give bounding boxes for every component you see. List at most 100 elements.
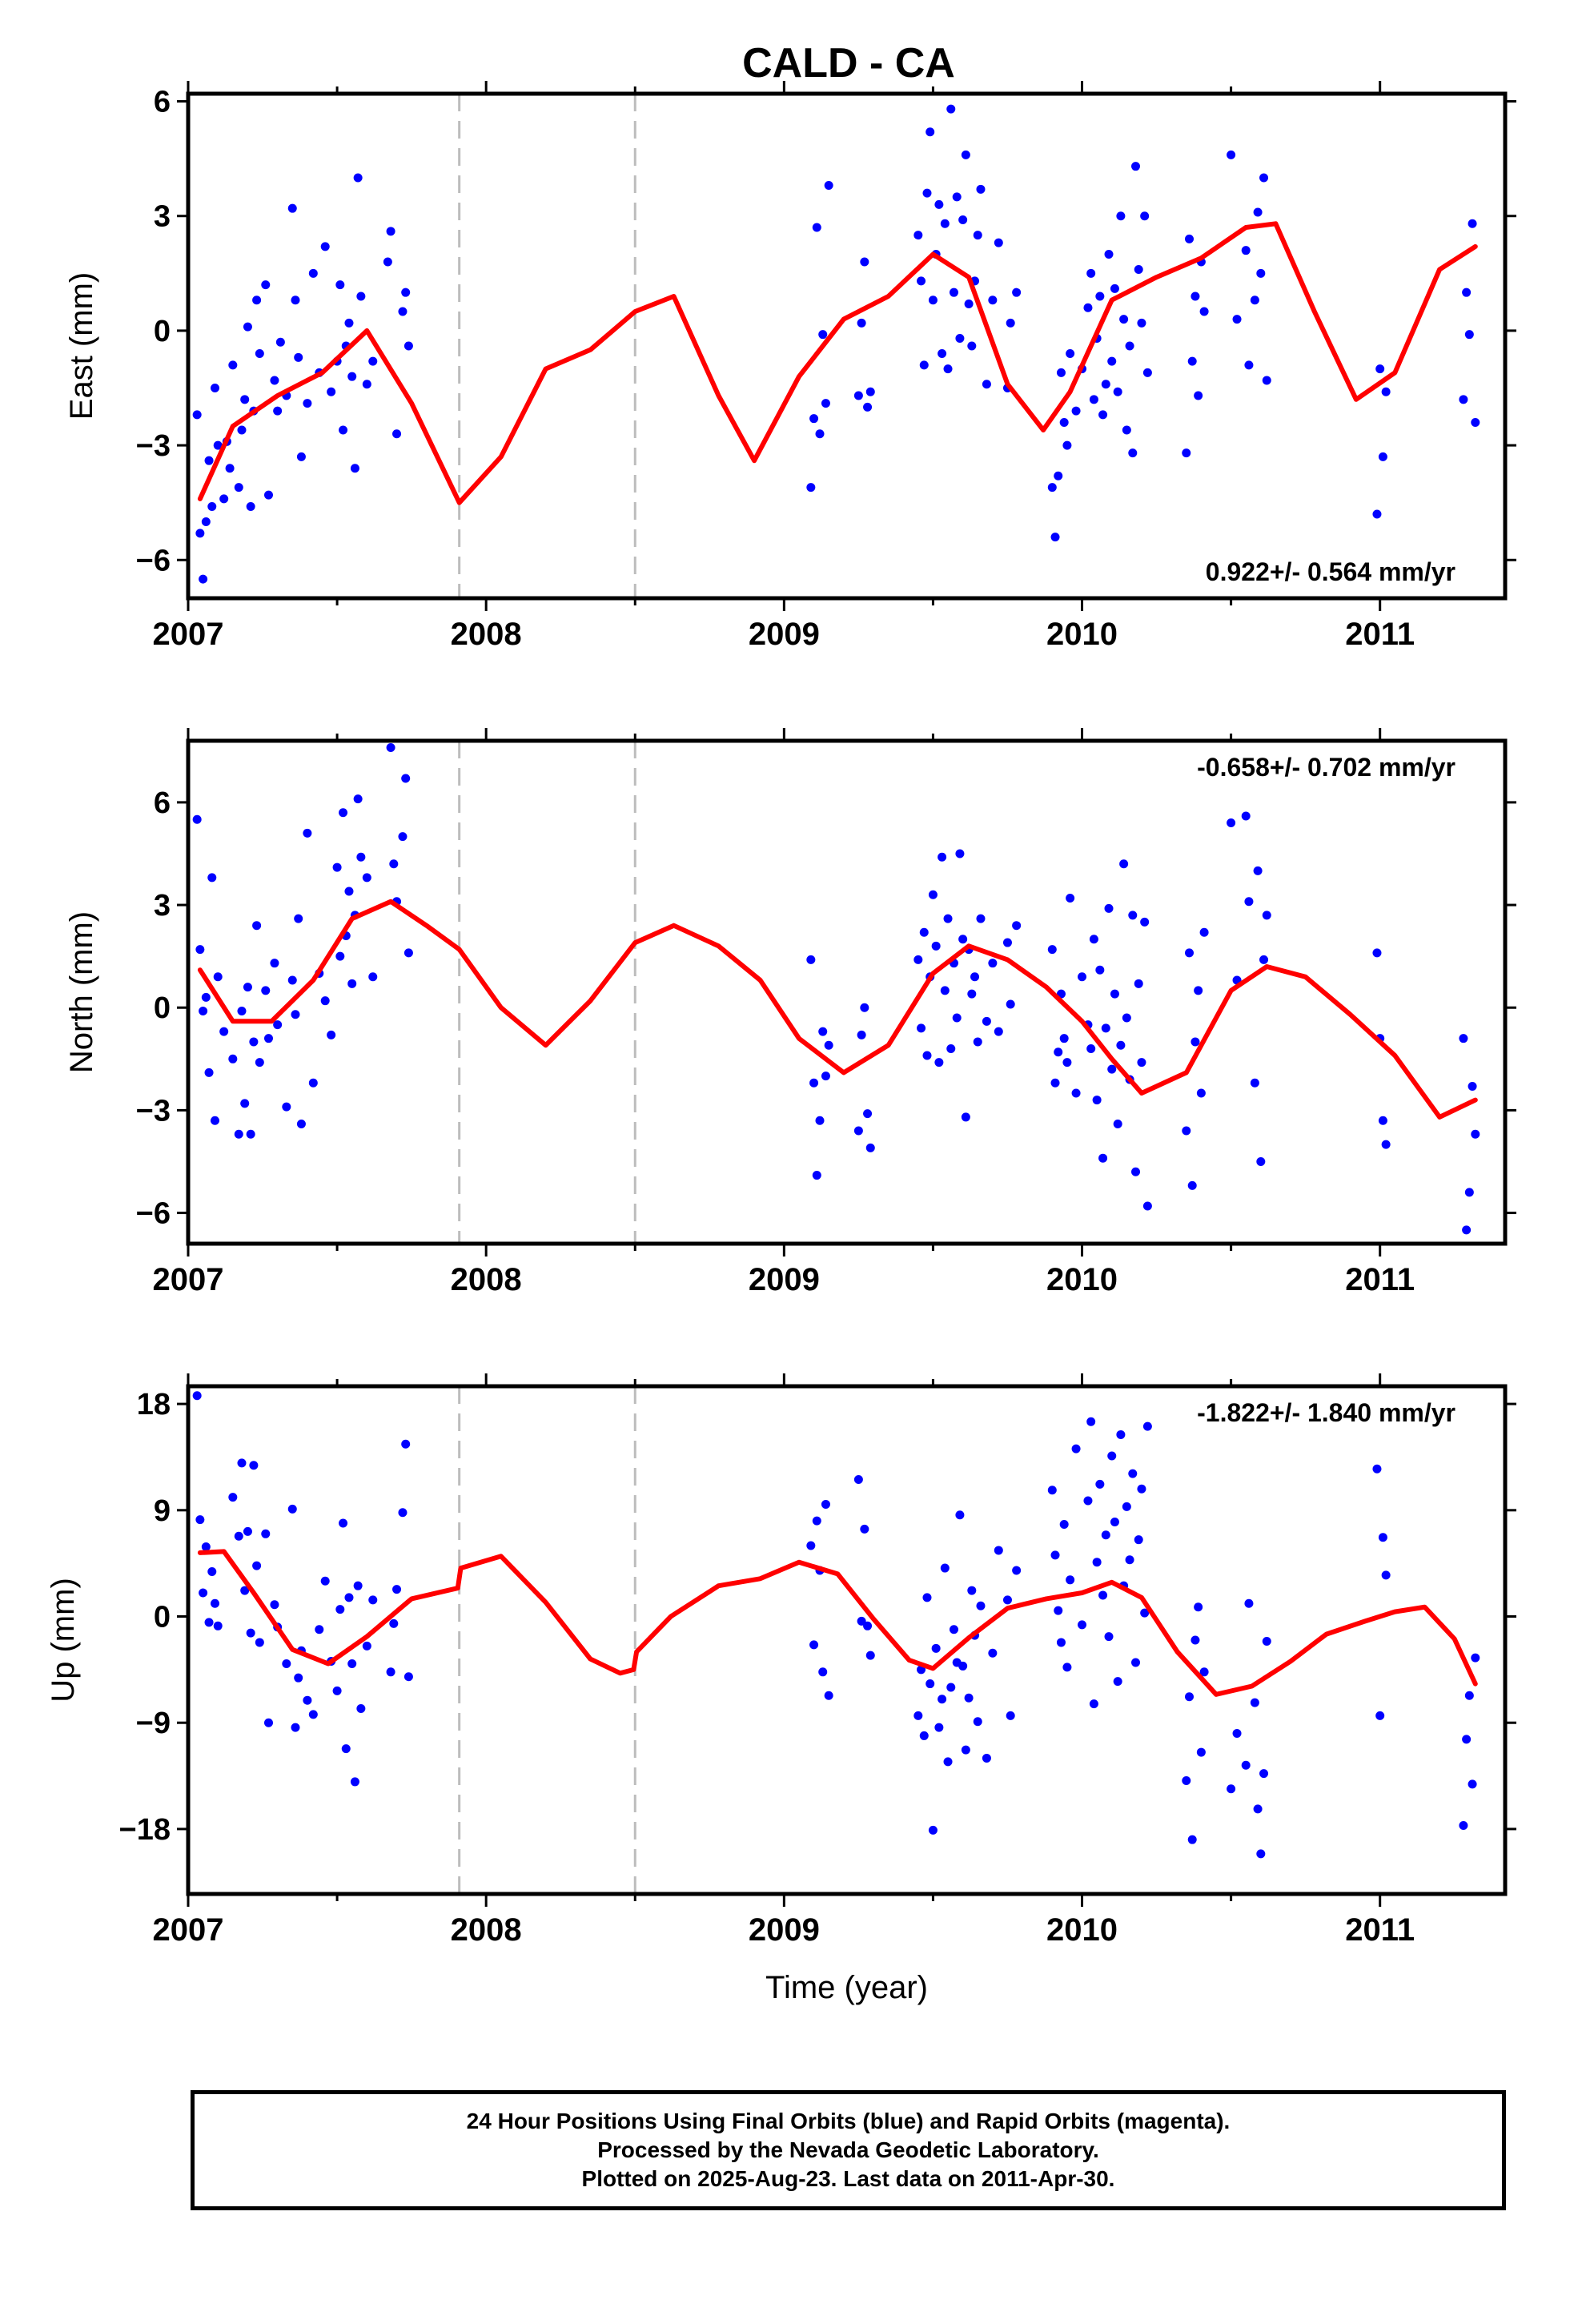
data-point <box>1199 307 1209 316</box>
data-point <box>344 1593 354 1602</box>
data-point <box>976 914 986 923</box>
data-point <box>1196 1747 1206 1757</box>
data-point <box>1227 150 1236 159</box>
x-tick-label: 2008 <box>451 1912 522 1948</box>
data-point <box>270 1600 279 1610</box>
panel-2: −6 −3 0 3 6 2007 2008 2009 2010 2011 North (mm) -0.… <box>64 728 1516 1297</box>
data-point <box>320 996 330 1006</box>
data-point <box>1071 1444 1081 1454</box>
footer-info-box: 24 Hour Positions Using Final Orbits (bl… <box>191 2090 1506 2210</box>
y-axis-label: Up (mm) <box>46 1578 81 1703</box>
data-point <box>287 203 297 213</box>
data-point <box>1227 1784 1236 1794</box>
data-point <box>368 1595 378 1605</box>
data-point <box>934 199 944 209</box>
data-point <box>389 1618 399 1628</box>
data-point <box>1095 292 1105 301</box>
plot-frame <box>186 91 1508 601</box>
data-point <box>1199 1667 1209 1677</box>
data-point <box>821 1072 830 1081</box>
data-point <box>1098 410 1108 420</box>
data-point <box>860 1003 869 1012</box>
rate-annotation: 0.922+/- 0.564 mm/yr <box>1206 557 1456 586</box>
data-point <box>213 1621 223 1630</box>
data-point <box>261 1529 271 1538</box>
data-point <box>362 380 371 389</box>
data-point <box>243 983 252 992</box>
plot-frame <box>186 738 1508 1246</box>
data-point <box>1116 1040 1126 1050</box>
data-point <box>958 215 968 224</box>
data-point <box>308 268 318 278</box>
data-point <box>940 219 950 228</box>
data-point <box>982 1016 991 1026</box>
data-point <box>1244 1598 1254 1608</box>
data-point <box>1378 452 1387 461</box>
y-axis-label: North (mm) <box>64 911 99 1073</box>
data-point <box>1381 1140 1391 1149</box>
x-tick-label: 2007 <box>153 1262 224 1297</box>
data-point <box>1372 509 1382 519</box>
data-point <box>353 173 363 183</box>
data-point <box>240 395 250 404</box>
data-point <box>368 356 378 366</box>
data-point <box>1066 1575 1075 1585</box>
data-point <box>964 300 974 308</box>
data-point <box>1056 368 1066 377</box>
panel-1: −6 −3 0 3 6 2007 2008 2009 2010 2011 East (mm) 0.92… <box>64 81 1516 652</box>
data-point <box>1244 360 1254 370</box>
data-point <box>1128 1469 1138 1478</box>
data-point <box>821 1499 830 1509</box>
data-point <box>401 774 411 783</box>
data-point <box>252 921 262 931</box>
data-point <box>404 948 413 958</box>
data-point <box>1122 425 1131 435</box>
data-point <box>294 1673 303 1683</box>
data-point <box>1131 1658 1141 1667</box>
data-point <box>1137 318 1146 328</box>
data-point <box>1262 911 1271 920</box>
data-point <box>1002 938 1012 947</box>
data-point <box>392 1585 402 1594</box>
data-point <box>988 1648 998 1658</box>
data-point <box>1142 368 1152 377</box>
data-point <box>857 1030 866 1039</box>
data-point <box>958 1661 968 1671</box>
data-point <box>1134 265 1143 275</box>
data-point <box>860 1524 869 1534</box>
data-point <box>1113 1677 1122 1687</box>
data-point <box>976 184 986 194</box>
data-point <box>917 1023 926 1033</box>
data-point <box>404 1672 413 1682</box>
data-point <box>213 972 223 982</box>
data-point <box>913 231 923 240</box>
data-point <box>821 399 830 408</box>
data-point <box>1006 318 1015 328</box>
data-point <box>339 808 348 818</box>
data-point <box>1196 1088 1206 1098</box>
data-point <box>1107 1451 1117 1461</box>
data-point <box>1142 1421 1152 1431</box>
data-point <box>806 955 816 964</box>
data-point <box>356 292 366 301</box>
data-point <box>1101 1530 1110 1540</box>
data-point <box>922 1051 932 1060</box>
y-tick-label: 0 <box>154 315 171 348</box>
data-point <box>1012 921 1022 931</box>
data-point <box>195 945 205 955</box>
data-point <box>1227 818 1236 828</box>
x-tick-label: 2009 <box>749 617 820 652</box>
model-fit-line <box>197 221 1478 505</box>
data-point <box>1012 1566 1022 1575</box>
data-point <box>1092 1096 1102 1105</box>
data-point <box>392 429 402 439</box>
data-point <box>913 1711 923 1720</box>
data-point <box>943 364 953 374</box>
data-point <box>234 1531 243 1541</box>
data-point <box>1101 1023 1110 1033</box>
data-point <box>1250 296 1259 305</box>
x-tick-label: 2010 <box>1046 1912 1118 1948</box>
data-point <box>1241 246 1251 255</box>
data-point <box>291 296 300 305</box>
data-point <box>204 456 214 465</box>
